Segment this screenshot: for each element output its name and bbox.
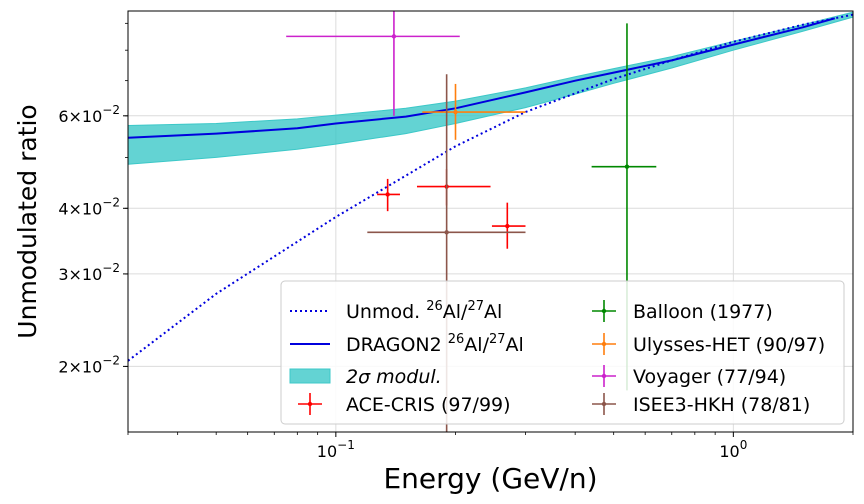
data-point	[491, 202, 526, 249]
legend-label: Unmod. 26Al/27Al	[346, 299, 502, 323]
legend-item: DRAGON2 26Al/27Al	[290, 332, 524, 356]
point-marker	[453, 109, 458, 115]
point-marker	[505, 223, 510, 229]
legend-label: ISEE3-HKH (78/81)	[633, 394, 810, 416]
legend-item: Ulysses-HET (90/97)	[592, 333, 825, 356]
legend-marker	[601, 341, 607, 347]
band-area	[128, 11, 853, 165]
legend-marker	[601, 308, 607, 314]
y-tick-label: 3×10−2	[58, 261, 120, 284]
data-point	[416, 169, 491, 206]
point-marker	[391, 34, 397, 39]
point-marker	[624, 164, 630, 169]
legend-label: ACE-CRIS (97/99)	[346, 394, 511, 416]
legend-marker	[601, 401, 607, 407]
legend-label: Voyager (77/94)	[633, 366, 786, 388]
plot-frame	[127, 10, 854, 433]
legend-band-swatch	[289, 368, 331, 384]
legend-box	[280, 280, 845, 425]
legend: Unmod. 26Al/27Al DRAGON2 26Al/27Al 2σ modu…	[280, 280, 845, 425]
point-marker	[385, 192, 390, 197]
legend-marker	[307, 401, 313, 407]
legend-label: Ulysses-HET (90/97)	[633, 334, 825, 356]
x-tick-label: 100	[719, 438, 747, 461]
modulation-band	[128, 11, 853, 165]
x-tick-label: 10−1	[317, 438, 355, 461]
dragon2-line	[128, 17, 836, 139]
legend-label: 2σ modul.	[346, 366, 442, 388]
unmodulated-line	[128, 13, 853, 362]
model-lines	[128, 13, 853, 362]
axis-ticks: 10−1 100 2×10−2 3×10−2 4×10−2 6×10−2	[58, 22, 854, 461]
y-axis-label: Unmodulated ratio	[13, 104, 42, 338]
legend-label: DRAGON2 26Al/27Al	[346, 332, 524, 356]
y-tick-label: 6×10−2	[58, 103, 120, 126]
data-point	[286, 11, 460, 116]
legend-marker	[601, 373, 607, 379]
x-axis-label: Energy (GeV/n)	[383, 462, 597, 495]
legend-item: ISEE3-HKH (78/81)	[592, 393, 810, 416]
y-tick-label: 4×10−2	[58, 195, 120, 218]
legend-item: Voyager (77/94)	[592, 365, 786, 388]
legend-item: Balloon (1977)	[592, 300, 773, 323]
legend-item: ACE-CRIS (97/99)	[298, 393, 511, 416]
data-point	[377, 178, 400, 212]
point-marker	[444, 230, 449, 235]
data-point	[422, 83, 526, 140]
legend-item: 2σ modul.	[289, 366, 442, 388]
y-tick-label: 2×10−2	[58, 353, 120, 376]
legend-item: Unmod. 26Al/27Al	[290, 299, 502, 323]
legend-label: Balloon (1977)	[633, 301, 773, 323]
